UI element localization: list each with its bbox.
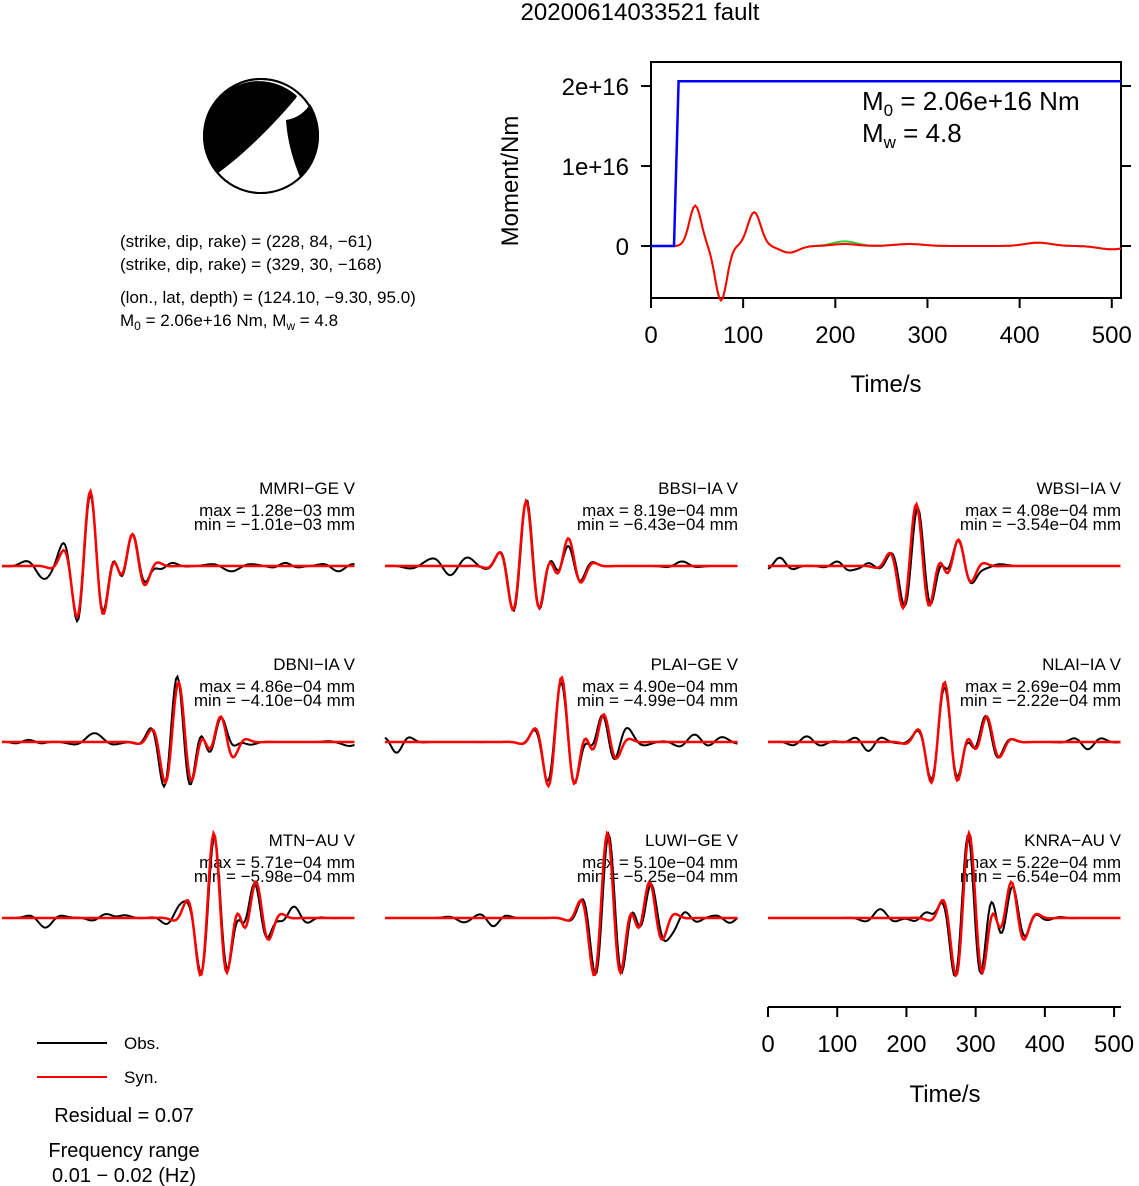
station-label: NLAI−IA V xyxy=(1042,655,1122,674)
moment-xtick-label: 200 xyxy=(815,322,855,349)
waveform-xlabel: Time/s xyxy=(909,1081,980,1108)
syn-trace xyxy=(768,680,1121,785)
station-label: KNRA−AU V xyxy=(1024,831,1121,850)
station-label: MTN−AU V xyxy=(269,831,356,850)
mechanism-info: (strike, dip, rake) = (228, 84, −61) (st… xyxy=(120,232,416,333)
stf-curve xyxy=(651,204,1122,303)
station-label: MMRI−GE V xyxy=(259,479,356,498)
mechanism-magnitude: M0 = 2.06e+16 Nm, Mw = 4.8 xyxy=(120,311,338,333)
station-min: min = −4.99e−04 mm xyxy=(577,691,738,710)
moment-xtick-label: 500 xyxy=(1092,322,1132,349)
moment-xlabel: Time/s xyxy=(850,371,921,398)
moment-plot: 2e+16 1e+16 0 0 100 200 300 400 500 Moment/Nm T… xyxy=(497,61,1132,398)
syn-trace xyxy=(2,829,355,977)
station-min: min = −6.54e−04 mm xyxy=(960,867,1121,886)
moment-ytick-label: 1e+16 xyxy=(562,154,629,181)
waveform-xtick-label: 400 xyxy=(1025,1031,1065,1058)
station-label: DBNI−IA V xyxy=(273,655,355,674)
moment-ytick-label: 2e+16 xyxy=(562,74,629,101)
mechanism-line2: (strike, dip, rake) = (329, 30, −168) xyxy=(120,255,382,274)
residual-text: Residual = 0.07 xyxy=(54,1105,194,1127)
moment-xtick-label: 0 xyxy=(644,322,657,349)
obs-trace xyxy=(2,836,355,975)
syn-trace xyxy=(385,498,738,612)
moment-ylabel: Moment/Nm xyxy=(497,116,524,247)
station-min: min = −1.01e−03 mm xyxy=(194,515,355,534)
legend-obs-label: Obs. xyxy=(124,1034,160,1053)
mechanism-line1: (strike, dip, rake) = (228, 84, −61) xyxy=(120,232,372,251)
waveform-xtick-label: 200 xyxy=(886,1031,926,1058)
station-label: WBSI−IA V xyxy=(1036,479,1121,498)
station-max: max = 4.86e−04 mm xyxy=(199,677,355,696)
station-label: BBSI−IA V xyxy=(658,479,739,498)
station-min: min = −5.25e−04 mm xyxy=(577,867,738,886)
moment-xtick-label: 100 xyxy=(723,322,763,349)
station-label: PLAI−GE V xyxy=(651,655,739,674)
waveform-xtick-label: 500 xyxy=(1094,1031,1134,1058)
figure-title: 20200614033521 fault xyxy=(521,0,760,26)
waveform-time-axis: 0 100 200 300 400 500 Time/s xyxy=(761,1006,1134,1108)
station-max: max = 5.71e−04 mm xyxy=(199,853,355,872)
station-max: max = 1.28e−03 mm xyxy=(199,501,355,520)
syn-trace xyxy=(385,675,738,789)
mechanism-line3: (lon., lat, depth) = (124.10, −9.30, 95.… xyxy=(120,288,416,307)
frequency-value: 0.01 − 0.02 (Hz) xyxy=(52,1165,196,1186)
station-max: max = 2.69e−04 mm xyxy=(965,677,1121,696)
syn-trace xyxy=(768,501,1121,611)
stf-curve xyxy=(651,204,1122,303)
station-max: max = 5.22e−04 mm xyxy=(965,853,1121,872)
frequency-title: Frequency range xyxy=(48,1140,199,1162)
moment-xtick-label: 300 xyxy=(907,322,947,349)
station-min: min = −5.98e−04 mm xyxy=(194,867,355,886)
station-max: max = 5.10e−04 mm xyxy=(582,853,738,872)
moment-curve xyxy=(651,79,1121,248)
syn-trace xyxy=(768,829,1121,978)
station-min: min = −2.22e−04 mm xyxy=(960,691,1121,710)
station-label: LUWI−GE V xyxy=(645,831,739,850)
station-min: min = −6.43e−04 mm xyxy=(577,515,738,534)
syn-trace xyxy=(385,830,738,977)
moment-xtick-label: 400 xyxy=(1000,322,1040,349)
station-max: max = 4.08e−04 mm xyxy=(965,501,1121,520)
waveform-xtick-label: 0 xyxy=(761,1031,774,1058)
moment-m0-annotation: M0 = 2.06e+16 Nm xyxy=(862,86,1080,120)
station-min: min = −3.54e−04 mm xyxy=(960,515,1121,534)
syn-trace xyxy=(2,680,355,785)
waveform-xtick-label: 100 xyxy=(817,1031,857,1058)
beachball xyxy=(203,78,319,194)
waveform-xtick-label: 300 xyxy=(956,1031,996,1058)
station-max: max = 4.90e−04 mm xyxy=(582,677,738,696)
moment-ytick-label: 0 xyxy=(616,234,629,261)
station-min: min = −4.10e−04 mm xyxy=(194,691,355,710)
moment-mw-annotation: Mw = 4.8 xyxy=(862,118,962,152)
legend-syn-label: Syn. xyxy=(124,1068,158,1087)
moment-plot-frame xyxy=(650,61,1122,299)
station-max: max = 8.19e−04 mm xyxy=(582,501,738,520)
legend: Obs. Syn. Residual = 0.07 Frequency rang… xyxy=(37,1034,200,1186)
syn-trace xyxy=(2,487,355,620)
